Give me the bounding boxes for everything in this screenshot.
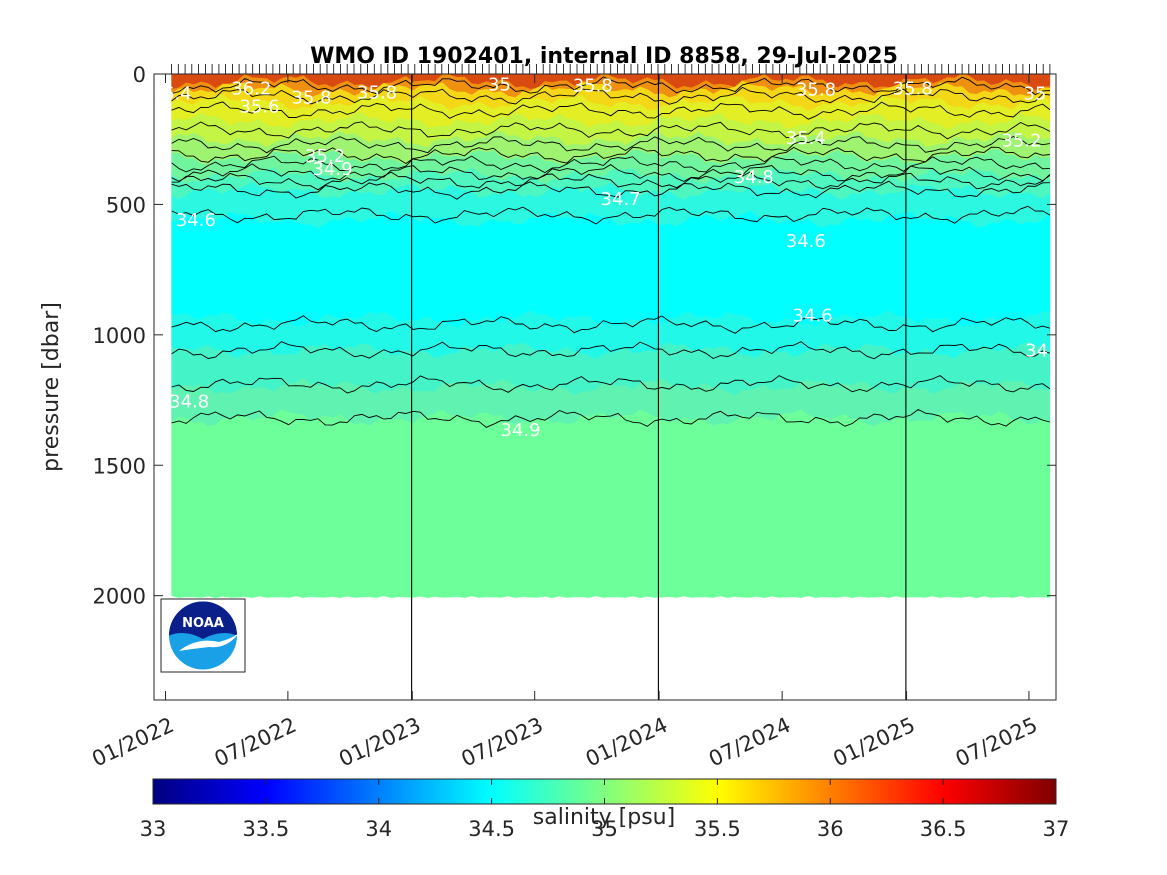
colorbar-tick-label: 33.5 <box>242 817 289 841</box>
contour-lines <box>171 76 1051 428</box>
contour-line <box>171 180 1050 200</box>
colorbar-tick-label: 37 <box>1043 817 1070 841</box>
salinity-fill <box>171 74 1051 599</box>
contour-label: 35.8 <box>291 88 331 109</box>
contour-line <box>171 315 1051 334</box>
x-tick-label: 01/2024 <box>582 713 671 772</box>
contour-line <box>171 205 1051 225</box>
y-tick-label: 0 <box>133 63 146 87</box>
x-tick-label: 07/2025 <box>952 713 1041 772</box>
contour-line <box>171 341 1051 360</box>
contour-label: 34.6 <box>793 305 833 326</box>
y-tick-label: 2000 <box>93 585 146 609</box>
logo-text: NOAA <box>182 616 224 631</box>
contour-line <box>171 86 1050 105</box>
contour-label: 36.2 <box>231 78 271 99</box>
contour-label: 35.8 <box>893 78 933 99</box>
contour-label: 35.2 <box>1001 131 1041 152</box>
colorbar-label: salinity [psu] <box>533 805 675 830</box>
y-axis: 0 500 1000 1500 2000 <box>93 63 1056 609</box>
contour-label: 35.8 <box>573 76 613 97</box>
contour-label: 35 <box>1024 84 1047 105</box>
contour-label: 34.7 <box>601 189 641 210</box>
year-boundary-lines <box>171 64 1051 700</box>
colorbar-tick-label: 35.5 <box>694 817 741 841</box>
contour-line <box>171 163 1051 182</box>
contour-line <box>171 374 1051 394</box>
x-tick-label: 01/2023 <box>335 713 424 772</box>
y-tick-label: 1500 <box>93 454 146 478</box>
x-tick-label: 01/2025 <box>829 713 918 772</box>
colorbar-tick-label: 34 <box>365 817 392 841</box>
noaa-logo: NOAA <box>160 598 246 673</box>
contour-label: 35.8 <box>796 80 836 101</box>
contour-label: 34.6 <box>786 231 826 252</box>
logo-top-half <box>169 601 237 639</box>
x-tick-label: 07/2023 <box>458 713 547 772</box>
contour-label: 35.4 <box>786 128 826 149</box>
y-tick-label: 500 <box>106 193 146 217</box>
colorbar-ticks: 33 33.5 34 34.5 35 35.5 36 36.5 37 <box>140 779 1070 841</box>
colorbar-tick-label: 33 <box>140 817 167 841</box>
contour-line <box>171 121 1051 140</box>
contour-label: 36.4 <box>152 84 192 105</box>
contour-line <box>171 101 1051 120</box>
plot-frame <box>153 73 1057 701</box>
contour-label: 35.6 <box>239 97 279 118</box>
y-axis-label: pressure [dbar] <box>39 302 64 472</box>
colorbar-tick-label: 36.5 <box>920 817 967 841</box>
colorbar-tick-label: 34.5 <box>468 817 515 841</box>
colorbar-tick-label: 36 <box>817 817 844 841</box>
x-tick-label: 07/2022 <box>211 713 300 772</box>
salinity-band <box>171 210 1051 329</box>
contour-label: 35 <box>488 74 511 95</box>
contour-line <box>171 76 1050 96</box>
contour-line <box>171 408 1051 428</box>
contour-line <box>171 136 1050 154</box>
contour-label: 35.8 <box>357 82 397 103</box>
contour-label: 34.9 <box>500 420 540 441</box>
contour-label: 34.8 <box>169 391 209 412</box>
salinity-band <box>171 409 1051 599</box>
logo-gull <box>179 633 239 651</box>
contour-label: 34.7 <box>1025 341 1065 362</box>
contour-label: 34.8 <box>734 167 774 188</box>
contour-labels: 36.4 36.235.6 35.8 35.835.234.934.634.835 35… <box>152 74 1065 441</box>
contour-line <box>171 171 1051 191</box>
contour-line <box>171 155 1050 174</box>
x-tick-label: 01/2022 <box>88 713 177 772</box>
contour-label: 35.2 <box>305 146 345 167</box>
contour-line <box>171 146 1050 165</box>
contour-label: 34.9 <box>312 159 352 180</box>
colorbar-tick-label: 35 <box>591 817 618 841</box>
contour-label: 34.6 <box>176 210 216 231</box>
y-tick-label: 1000 <box>93 324 146 348</box>
x-tick-label: 07/2024 <box>705 713 794 772</box>
